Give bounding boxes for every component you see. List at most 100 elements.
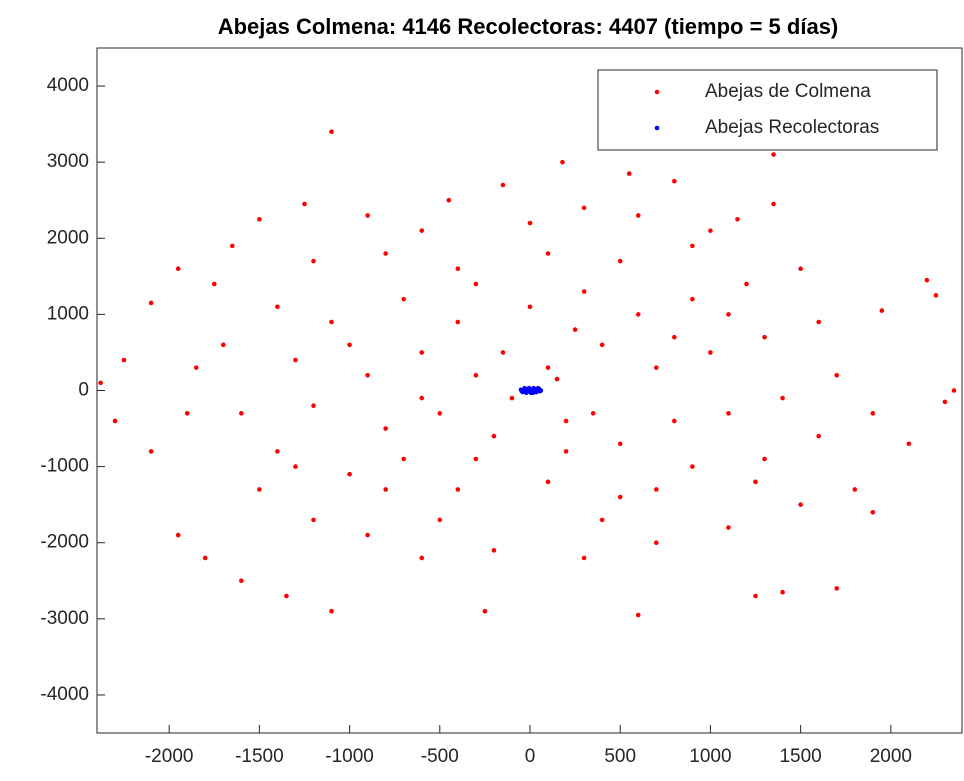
- point: [473, 456, 479, 462]
- point: [121, 357, 127, 363]
- point: [148, 300, 154, 306]
- point: [365, 532, 370, 538]
- point: [599, 342, 605, 348]
- point: [202, 555, 208, 561]
- x-tick-label: 2000: [870, 746, 912, 767]
- point: [951, 388, 957, 393]
- point: [635, 612, 641, 618]
- point: [870, 411, 876, 416]
- point: [545, 251, 551, 256]
- point: [419, 555, 425, 561]
- x-tick-label: 0: [525, 746, 536, 767]
- point: [726, 312, 731, 317]
- point: [419, 228, 425, 233]
- point: [798, 266, 803, 272]
- point: [906, 441, 912, 447]
- point: [753, 479, 758, 485]
- point: [175, 532, 181, 538]
- point: [726, 411, 731, 416]
- point: [257, 216, 262, 222]
- point: [635, 312, 641, 317]
- point: [230, 243, 235, 249]
- point: [852, 487, 858, 492]
- y-tick-label: -4000: [40, 684, 89, 705]
- point: [672, 418, 677, 424]
- point: [211, 281, 217, 287]
- point: [193, 365, 199, 370]
- point: [672, 178, 677, 184]
- point: [526, 385, 532, 391]
- point: [401, 456, 407, 462]
- point: [870, 509, 876, 515]
- point: [302, 201, 307, 207]
- point: [275, 304, 280, 310]
- point: [293, 357, 298, 363]
- point: [383, 487, 388, 492]
- point: [347, 471, 352, 477]
- point: [626, 171, 632, 176]
- point: [617, 441, 623, 447]
- point: [419, 350, 425, 355]
- point: [446, 197, 452, 203]
- point: [473, 281, 479, 287]
- point: [98, 380, 103, 386]
- x-tick-label: 500: [604, 746, 636, 767]
- point: [473, 372, 479, 378]
- legend-marker: [654, 125, 660, 131]
- legend-label: Abejas Recolectoras: [705, 117, 879, 138]
- point: [365, 372, 370, 378]
- point: [771, 152, 776, 157]
- point: [834, 586, 840, 591]
- point: [527, 304, 533, 310]
- point: [708, 350, 713, 355]
- point: [798, 502, 803, 507]
- chart-title: Abejas Colmena: 4146 Recolectoras: 4407 …: [218, 14, 839, 39]
- point: [311, 403, 316, 409]
- point: [744, 281, 749, 287]
- point: [491, 548, 497, 553]
- point: [455, 319, 461, 325]
- point: [437, 517, 443, 523]
- point: [311, 517, 316, 523]
- point: [383, 251, 388, 256]
- point: [635, 213, 641, 218]
- point: [554, 376, 560, 382]
- point: [653, 487, 659, 492]
- point: [780, 395, 785, 401]
- y-tick-label: 3000: [47, 151, 89, 172]
- point: [257, 487, 262, 492]
- point: [690, 464, 695, 469]
- point: [455, 266, 461, 272]
- point: [653, 365, 659, 370]
- x-tick-label: 1500: [779, 746, 821, 767]
- point: [599, 517, 605, 523]
- point: [329, 319, 334, 325]
- point: [509, 395, 515, 401]
- point: [311, 258, 316, 264]
- point: [933, 293, 939, 298]
- point: [780, 589, 785, 595]
- point: [617, 494, 623, 500]
- point: [690, 296, 695, 302]
- point: [184, 411, 190, 416]
- point: [762, 456, 767, 462]
- point: [545, 479, 551, 485]
- legend-marker: [654, 89, 660, 95]
- point: [560, 159, 565, 165]
- point: [112, 418, 118, 424]
- x-tick-label: 1000: [689, 746, 731, 767]
- point: [563, 418, 569, 424]
- point: [527, 220, 533, 226]
- point: [528, 390, 534, 396]
- point: [437, 411, 443, 416]
- point: [726, 525, 731, 530]
- point: [383, 426, 388, 431]
- point: [329, 608, 334, 614]
- point: [500, 350, 506, 355]
- point: [491, 433, 497, 439]
- point: [563, 449, 569, 454]
- point: [500, 182, 506, 188]
- point: [220, 342, 226, 348]
- point: [535, 385, 541, 391]
- point: [816, 433, 821, 439]
